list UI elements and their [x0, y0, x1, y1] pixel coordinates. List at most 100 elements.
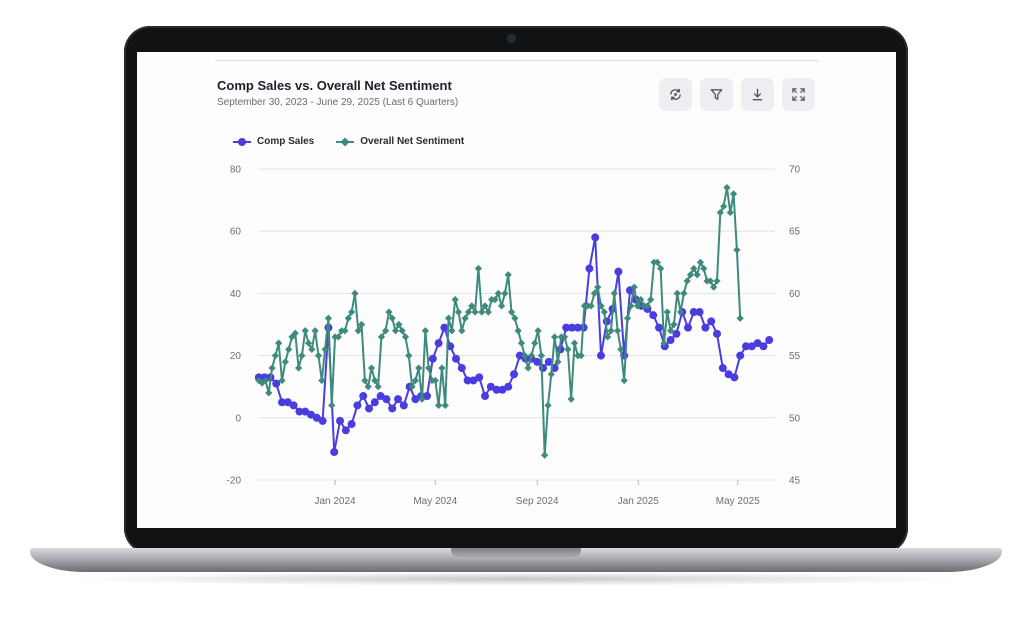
- net-sentiment-point: [344, 314, 352, 322]
- net-sentiment-point: [657, 264, 665, 273]
- comp-sales-point: [428, 354, 437, 363]
- refresh-view-button[interactable]: [659, 78, 692, 111]
- legend-marker-circle: [233, 137, 251, 146]
- net-sentiment-point: [696, 258, 705, 266]
- net-sentiment-point: [388, 314, 396, 322]
- comp-sales-point: [510, 370, 519, 379]
- download-button[interactable]: [741, 78, 774, 111]
- net-sentiment-point: [328, 401, 336, 409]
- net-sentiment-point: [597, 302, 605, 310]
- comp-sales-point: [434, 339, 443, 348]
- net-sentiment-point: [504, 271, 512, 279]
- net-sentiment-point: [304, 339, 313, 347]
- camera-icon: [508, 35, 515, 42]
- net-sentiment-point: [524, 364, 532, 372]
- net-sentiment-point: [491, 296, 499, 304]
- net-sentiment-point: [729, 190, 738, 198]
- y-left-tick-label: 80: [230, 165, 242, 176]
- net-sentiment-point: [570, 339, 579, 347]
- legend-item-comp-sales[interactable]: Comp Sales: [233, 136, 314, 147]
- net-sentiment-point: [660, 339, 668, 347]
- net-sentiment-point: [271, 352, 279, 360]
- comp-sales-point: [597, 351, 606, 360]
- fullscreen-button[interactable]: [782, 78, 815, 111]
- net-sentiment-point: [425, 364, 433, 372]
- net-sentiment-point: [733, 246, 741, 254]
- net-sentiment-point: [294, 364, 303, 372]
- net-sentiment-point: [441, 401, 449, 409]
- net-sentiment-point: [577, 352, 585, 360]
- net-sentiment-point: [594, 283, 602, 291]
- y-right-tick-label: 45: [789, 476, 801, 487]
- net-sentiment-point: [680, 289, 688, 297]
- filter-button[interactable]: [700, 78, 733, 111]
- comp-sales-point: [365, 404, 374, 413]
- net-sentiment-point: [464, 308, 473, 316]
- laptop-screen: Comp Sales vs. Overall Net Sentiment Sep…: [137, 52, 896, 528]
- net-sentiment-point: [527, 352, 536, 360]
- x-tick-label: May 2024: [413, 496, 457, 507]
- x-tick-label: Jan 2025: [618, 496, 660, 507]
- net-sentiment-point: [367, 364, 376, 372]
- net-sentiment-point: [281, 358, 289, 366]
- comp-sales-point: [689, 308, 698, 317]
- net-sentiment-point: [401, 333, 410, 341]
- net-sentiment-point: [683, 277, 691, 285]
- comp-sales-point: [666, 336, 675, 345]
- net-sentiment-point: [357, 320, 366, 329]
- legend-label: Overall Net Sentiment: [360, 136, 465, 147]
- net-sentiment-point: [391, 327, 400, 335]
- net-sentiment-point: [720, 202, 728, 210]
- net-sentiment-point: [713, 277, 721, 285]
- net-sentiment-point: [607, 327, 615, 335]
- comp-sales-point: [278, 398, 287, 407]
- comp-sales-point: [272, 379, 281, 388]
- net-sentiment-point: [361, 376, 369, 385]
- comp-sales-point: [457, 364, 466, 373]
- net-sentiment-point: [521, 352, 529, 360]
- net-sentiment-point: [690, 264, 698, 273]
- net-sentiment-point: [348, 308, 356, 316]
- net-sentiment-point: [590, 289, 598, 297]
- y-left-tick-label: 20: [230, 351, 242, 362]
- net-sentiment-point: [494, 289, 502, 297]
- net-sentiment-point: [716, 208, 724, 217]
- net-sentiment-point: [461, 314, 469, 322]
- y-right-tick-label: 50: [789, 413, 801, 424]
- x-tick-label: Jan 2024: [314, 496, 356, 507]
- comp-sales-point: [707, 317, 716, 326]
- filter-icon: [710, 89, 723, 100]
- net-sentiment-point: [314, 352, 323, 360]
- net-sentiment-point: [285, 345, 293, 353]
- net-sentiment-point: [623, 314, 632, 322]
- line-chart: -20 0 20 40 60 80 45 50 55 60 65 70 Jan 2024 May 2024…: [227, 165, 801, 508]
- comp-sales-point: [585, 264, 594, 273]
- net-sentiment-point: [301, 327, 309, 335]
- comp-sales-point: [341, 426, 350, 435]
- net-sentiment-point: [311, 327, 319, 335]
- net-sentiment-point: [435, 401, 443, 409]
- net-sentiment-point: [647, 296, 655, 304]
- comp-sales-point: [718, 364, 727, 373]
- comp-sales-point: [736, 351, 745, 360]
- comp-sales-point: [568, 323, 577, 332]
- net-sentiment-point: [700, 264, 708, 273]
- chart-legend: Comp Sales Overall Net Sentiment: [233, 136, 464, 147]
- comp-sales-point: [591, 233, 600, 242]
- comp-sales-point: [759, 342, 768, 351]
- chart-title: Comp Sales vs. Overall Net Sentiment: [217, 78, 452, 93]
- net-sentiment-point: [693, 271, 701, 279]
- net-sentiment-point: [385, 308, 393, 316]
- legend-item-net-sentiment[interactable]: Overall Net Sentiment: [336, 136, 464, 147]
- comp-sales-point: [359, 392, 368, 401]
- y-right-tick-label: 65: [789, 227, 801, 238]
- net-sentiment-point: [308, 345, 316, 353]
- net-sentiment-point: [444, 314, 453, 322]
- comp-sales-point: [347, 420, 356, 429]
- net-sentiment-point: [364, 383, 372, 391]
- net-sentiment-point: [736, 314, 744, 322]
- divider: [215, 60, 819, 61]
- net-sentiment-point: [637, 296, 645, 304]
- net-sentiment-point: [541, 451, 549, 459]
- net-sentiment-point: [371, 376, 379, 385]
